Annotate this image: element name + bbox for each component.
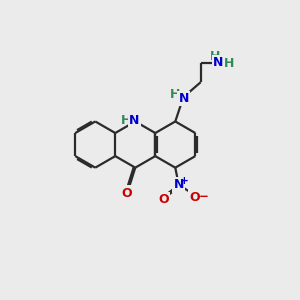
Text: +: + [180,176,188,186]
Text: O: O [122,187,133,200]
Text: H: H [224,57,234,70]
Text: N: N [213,56,223,69]
Text: N: N [174,178,184,191]
Text: N: N [178,92,189,105]
Text: N: N [129,114,139,127]
Text: H: H [210,50,220,63]
Text: H: H [120,114,131,127]
Text: H: H [169,88,180,101]
Text: O: O [189,191,200,204]
Text: −: − [199,190,208,203]
Text: O: O [158,193,169,206]
